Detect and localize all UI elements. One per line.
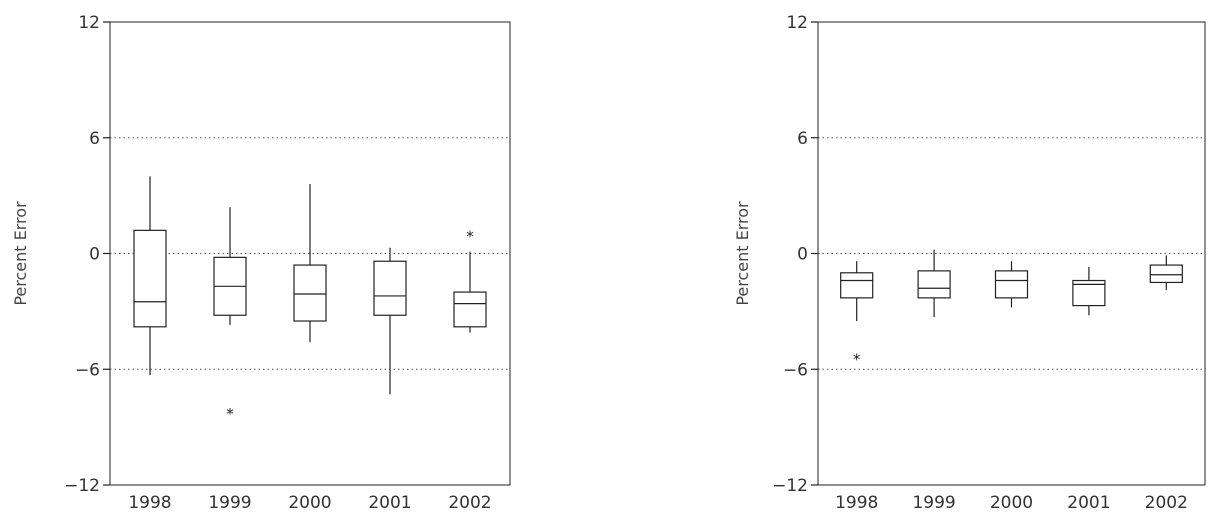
outlier-marker: * bbox=[852, 351, 861, 369]
y-tick-label: 12 bbox=[78, 13, 100, 33]
outlier-marker: * bbox=[225, 405, 234, 423]
x-tick-label: 1999 bbox=[208, 493, 251, 513]
box-1998: * bbox=[840, 261, 874, 369]
iqr-box bbox=[373, 260, 407, 316]
x-tick-label: 2000 bbox=[990, 493, 1033, 513]
iqr-box bbox=[917, 270, 951, 299]
iqr-box bbox=[293, 264, 327, 322]
left-boxplot-panel: 12 6 0 −6 −12 Percent Error 1998 * 1999 2000 2001 *… bbox=[11, 13, 511, 513]
y-tick-label: 6 bbox=[797, 129, 808, 149]
x-tick-label: 1998 bbox=[835, 493, 878, 513]
box-2000 bbox=[994, 261, 1029, 308]
y-axis-label: Percent Error bbox=[733, 201, 752, 306]
y-tick-label: 0 bbox=[89, 245, 100, 265]
y-tick-label: 6 bbox=[89, 129, 100, 149]
y-tick-label: −12 bbox=[64, 476, 100, 496]
box-2002 bbox=[1149, 255, 1183, 291]
box-1998 bbox=[133, 176, 167, 376]
x-tick-label: 2002 bbox=[1145, 493, 1188, 513]
box-1999 bbox=[917, 249, 951, 318]
x-tick-label: 1998 bbox=[128, 493, 171, 513]
x-tick-label: 2002 bbox=[448, 493, 491, 513]
x-tick-label: 2001 bbox=[368, 493, 411, 513]
y-tick-label: 0 bbox=[797, 245, 808, 265]
box-2001 bbox=[1072, 267, 1106, 316]
iqr-box bbox=[453, 291, 487, 328]
box-2002: * bbox=[453, 227, 487, 333]
y-tick-label: −6 bbox=[783, 360, 808, 380]
box-1999: * bbox=[213, 207, 247, 423]
y-axis-label: Percent Error bbox=[11, 201, 30, 306]
x-tick-label: 2000 bbox=[288, 493, 331, 513]
y-tick-label: 12 bbox=[786, 13, 808, 33]
right-boxplot-panel: 12 6 0 −6 −12 Percent Error * 1998 1999 2000 2001 2… bbox=[733, 13, 1206, 513]
box-2000 bbox=[293, 184, 327, 343]
x-tick-label: 1999 bbox=[912, 493, 955, 513]
iqr-box bbox=[133, 229, 167, 328]
y-tick-label: −6 bbox=[75, 360, 100, 380]
y-tick-label: −12 bbox=[772, 476, 808, 496]
box-2001 bbox=[373, 247, 407, 395]
outlier-marker: * bbox=[465, 227, 474, 245]
x-tick-label: 2001 bbox=[1067, 493, 1110, 513]
iqr-box bbox=[994, 270, 1029, 299]
iqr-box bbox=[840, 272, 874, 299]
iqr-box bbox=[1149, 264, 1183, 284]
